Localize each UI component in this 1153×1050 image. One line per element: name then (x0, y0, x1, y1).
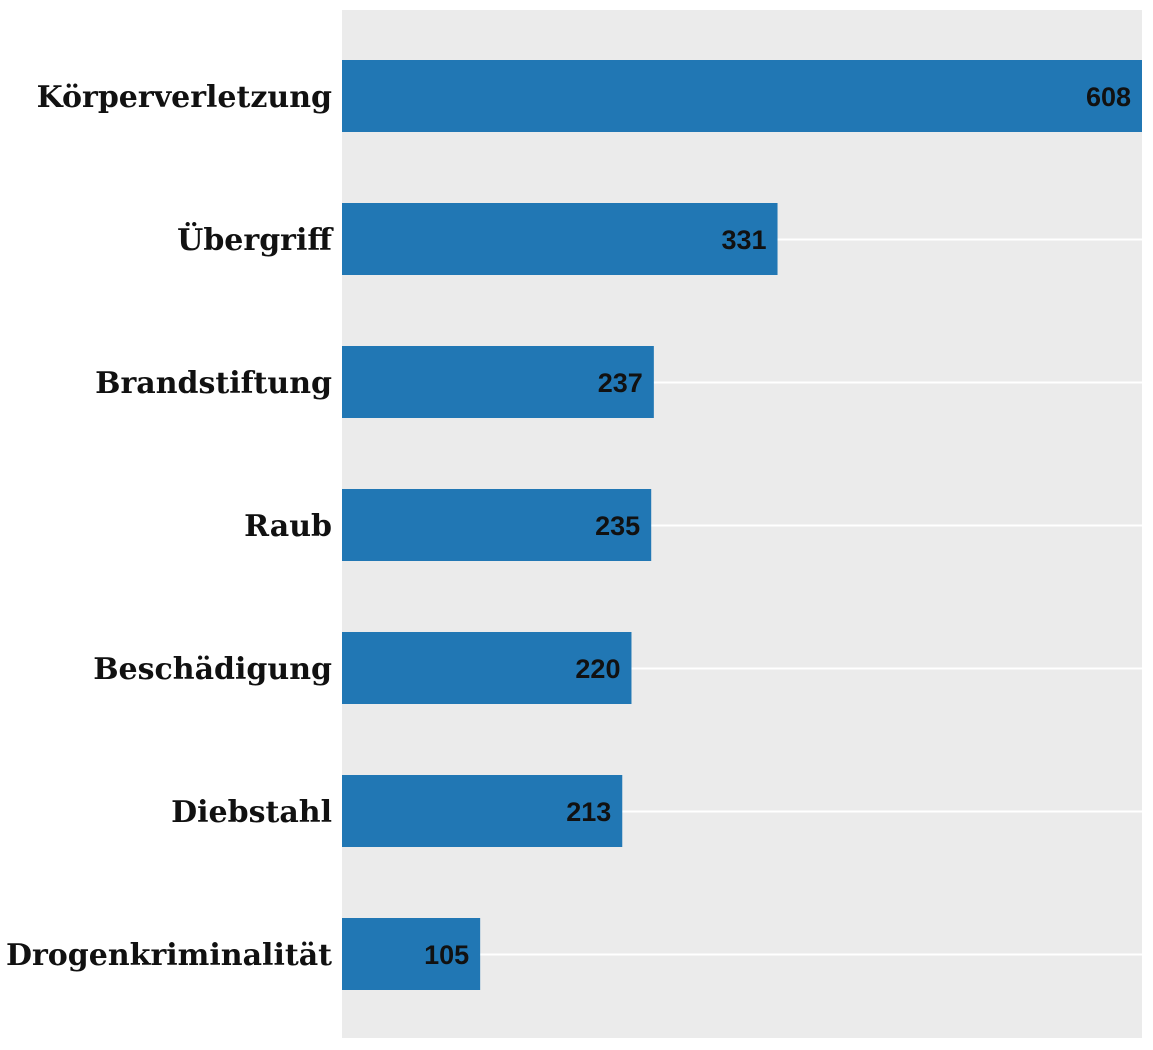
bar (342, 346, 654, 418)
bar-value-label: 608 (1086, 82, 1131, 112)
category-label: Drogenkriminalität (6, 938, 332, 973)
bar (342, 60, 1142, 132)
bar-value-label: 237 (598, 368, 643, 398)
bar (342, 489, 652, 561)
category-label: Körperverletzung (37, 80, 332, 115)
category-label: Brandstiftung (95, 366, 332, 401)
bar-value-label: 105 (424, 940, 469, 970)
bars (342, 60, 1142, 990)
bar (342, 632, 632, 704)
bar-value-label: 213 (566, 797, 611, 827)
bar (342, 203, 778, 275)
bar-value-label: 235 (595, 511, 640, 541)
value-labels: 608 331 237 235 220 213 105 (424, 82, 1131, 970)
bar (342, 918, 481, 990)
bar (342, 775, 623, 847)
bar-value-label: 331 (721, 225, 766, 255)
category-label: Übergriff (177, 221, 334, 258)
category-label: Diebstahl (171, 795, 332, 830)
category-label: Beschädigung (93, 652, 332, 687)
bar-value-label: 220 (575, 654, 620, 684)
category-labels: Körperverletzung Übergriff Brandstiftung Ra… (6, 80, 334, 973)
category-label: Raub (244, 509, 332, 544)
